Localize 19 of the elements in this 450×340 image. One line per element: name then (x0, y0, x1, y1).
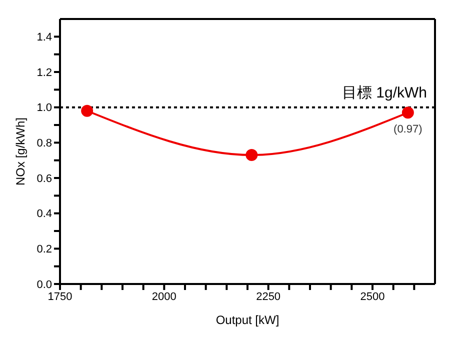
x-axis-title: Output [kW] (216, 313, 280, 327)
y-axis-title: NOx [g/kWh] (13, 117, 28, 186)
y-tick-label: 0.2 (36, 244, 52, 256)
y-tick-label: 0.4 (36, 208, 52, 220)
y-tick-label: 1.0 (36, 102, 52, 114)
point (81, 104, 94, 117)
y-tick-label: 1.4 (36, 32, 52, 44)
point (402, 106, 414, 119)
y-tick-label: 0.0 (36, 278, 52, 291)
ref-line-label: 目標 1g/kWh (342, 84, 427, 102)
y-tick-label: 1.2 (36, 66, 52, 79)
x-tick-label: 1750 (48, 290, 72, 303)
x-tick-label: 2250 (256, 290, 281, 303)
x-tick-label: 2000 (152, 290, 176, 303)
x-tick-label: 2500 (360, 290, 385, 303)
y-tick-label: 0.6 (36, 172, 52, 185)
y-tick-label: 0.8 (36, 138, 52, 150)
data-label: (0.97) (394, 123, 422, 136)
point (246, 149, 258, 162)
